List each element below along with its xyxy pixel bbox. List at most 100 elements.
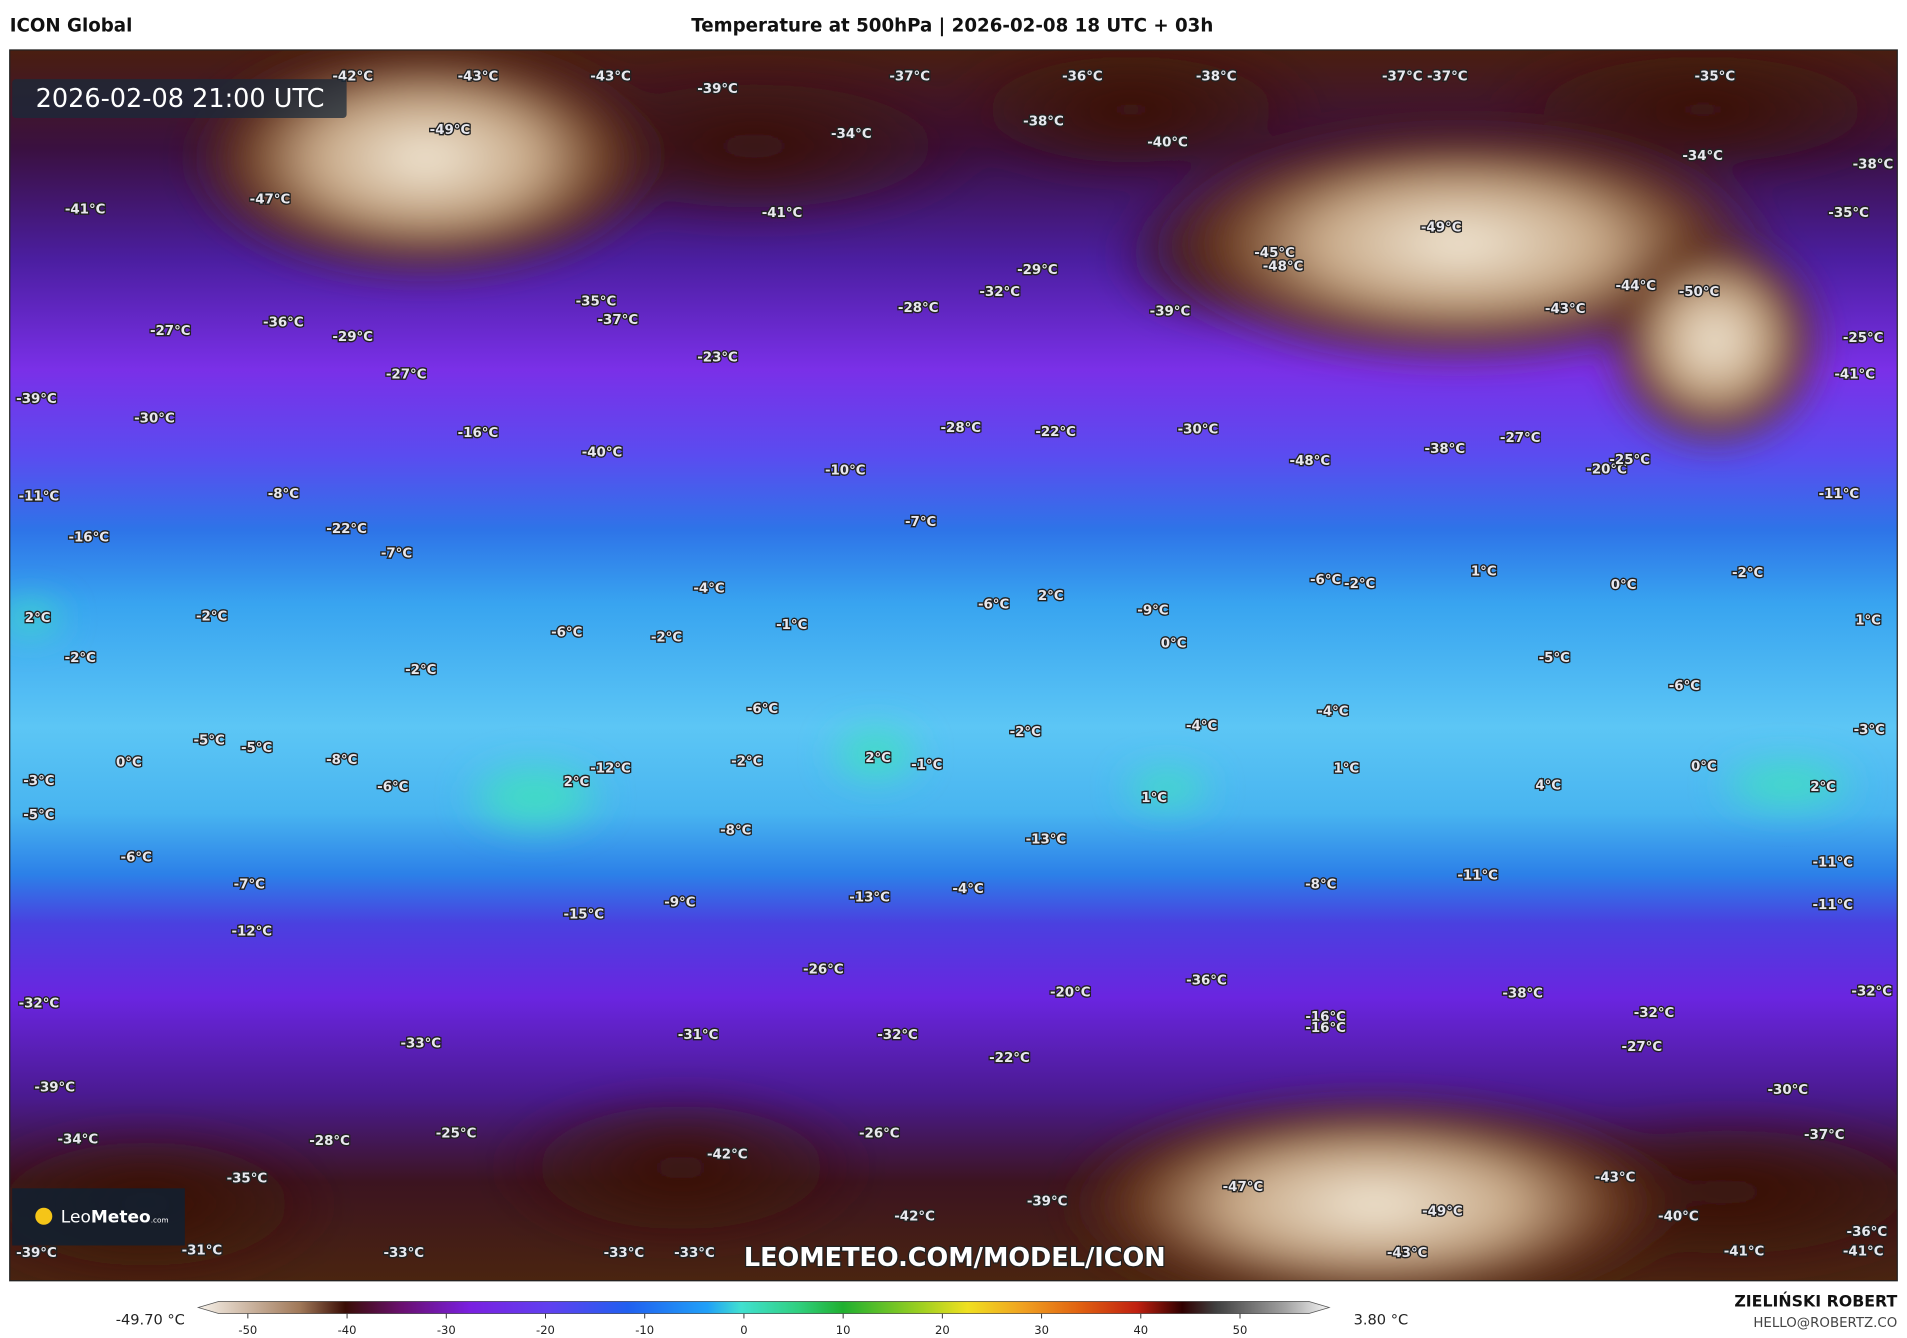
temperature-label: -1°C (776, 618, 807, 633)
temperature-label: -6°C (747, 702, 778, 717)
temperature-label: -6°C (121, 851, 152, 866)
temperature-label: -41°C (1843, 1245, 1884, 1260)
logo-suffix: .com (151, 1215, 169, 1224)
temperature-label: -33°C (674, 1246, 715, 1261)
temperature-label: -39°C (16, 392, 57, 407)
temperature-label: -2°C (405, 663, 436, 678)
temperature-label: -31°C (678, 1028, 719, 1043)
temperature-label: -10°C (825, 464, 866, 479)
temperature-label: -49°C (430, 123, 471, 138)
temperature-label: -35°C (1695, 70, 1736, 85)
temperature-label: -33°C (400, 1037, 441, 1052)
temperature-label: 2°C (1810, 780, 1836, 795)
temperature-label: -39°C (1027, 1195, 1068, 1210)
temperature-label: -43°C (458, 70, 499, 85)
temperature-label: -35°C (1828, 206, 1869, 221)
colorbar-tick-label: 50 (1233, 1323, 1248, 1337)
colorbar-tick-label: -20 (536, 1323, 555, 1337)
temperature-label: -39°C (1150, 304, 1191, 319)
temperature-label: -39°C (16, 1246, 57, 1261)
temperature-label: -4°C (693, 582, 724, 597)
temperature-label: -44°C (1615, 279, 1656, 294)
colorbar-tick-label: 0 (740, 1323, 747, 1337)
temperature-label: -26°C (859, 1127, 900, 1142)
temperature-label: 1°C (1141, 791, 1167, 806)
logo-name-bold: Meteo (91, 1207, 151, 1227)
temperature-label: -42°C (894, 1209, 935, 1224)
temperature-label: -30°C (134, 411, 175, 426)
temperature-label: -48°C (1290, 454, 1331, 469)
temperature-label: -22°C (989, 1051, 1030, 1066)
temperature-label: -38°C (1023, 115, 1064, 130)
temperature-label: -6°C (1310, 573, 1341, 588)
colorbar-tick-label: -10 (635, 1323, 654, 1337)
author: ZIELIŃSKI ROBERT (1734, 1291, 1897, 1310)
temperature-label: -42°C (707, 1147, 748, 1162)
temperature-label: -8°C (720, 824, 751, 839)
temperature-label: -33°C (383, 1246, 424, 1261)
temperature-label: -41°C (65, 202, 106, 217)
temperature-label: -6°C (978, 598, 1009, 613)
map-frame (9, 49, 1898, 1282)
temperature-label: -3°C (23, 774, 54, 789)
temperature-label: -34°C (58, 1133, 99, 1148)
temperature-label: -27°C (150, 324, 191, 339)
temperature-label: -37°C (1804, 1128, 1845, 1143)
temperature-label: -31°C (182, 1243, 223, 1258)
temperature-label: -7°C (234, 877, 265, 892)
temperature-label: -4°C (1186, 719, 1217, 734)
temperature-label: -4°C (952, 882, 983, 897)
temperature-label: -9°C (664, 896, 695, 911)
temperature-label: -43°C (1387, 1246, 1428, 1261)
temperature-label: -43°C (1595, 1170, 1636, 1185)
timestamp-box (12, 79, 347, 119)
colorbar-max: 3.80 °C (1354, 1312, 1409, 1329)
temperature-label: -22°C (326, 522, 367, 537)
colorbar-tick-label: 40 (1133, 1323, 1148, 1337)
temperature-label: -6°C (377, 780, 408, 795)
temperature-label: -8°C (1305, 877, 1336, 892)
temperature-label: 0°C (1161, 636, 1187, 651)
temperature-label: -45°C (1254, 246, 1295, 261)
watermark: LEOMETEO.COM/MODEL/ICON (744, 1243, 1166, 1273)
temperature-label: -7°C (905, 515, 936, 530)
temperature-label: 0°C (1611, 578, 1637, 593)
temperature-label: -16°C (1305, 1021, 1346, 1036)
temperature-label: -2°C (1732, 566, 1763, 581)
temperature-label: 2°C (25, 611, 51, 626)
temperature-label: -2°C (65, 651, 96, 666)
temperature-label: -40°C (1147, 135, 1188, 150)
temperature-label: -40°C (582, 446, 623, 461)
temperature-label: -13°C (849, 891, 890, 906)
temperature-label: -32°C (979, 285, 1020, 300)
temperature-label: -35°C (576, 295, 617, 310)
temperature-label: -37°C (1382, 70, 1423, 85)
temperature-label: -37°C (889, 70, 930, 85)
temperature-label: -5°C (23, 808, 54, 823)
temperature-label: -16°C (458, 426, 499, 441)
temperature-label: -28°C (898, 301, 939, 316)
temperature-label: -43°C (590, 70, 631, 85)
colorbar-tick-label: -30 (437, 1323, 456, 1337)
colorbar-ticks: -50 -40 -30 -20 -10 0 10 20 30 40 50 (238, 1313, 1248, 1337)
temperature-label: -29°C (1017, 263, 1058, 278)
temperature-label: -27°C (1622, 1040, 1663, 1055)
temperature-label: -36°C (1847, 1225, 1888, 1240)
temperature-label: -8°C (326, 753, 357, 768)
temperature-label: -40°C (1658, 1209, 1699, 1224)
temperature-label: 0°C (116, 756, 142, 771)
temperature-label: -30°C (1178, 422, 1219, 437)
temperature-label: -12°C (590, 762, 631, 777)
temperature-label: -11°C (1819, 487, 1860, 502)
temperature-label: -20°C (1050, 986, 1091, 1001)
temperature-label: 2°C (564, 775, 590, 790)
temperature-label: -41°C (1834, 368, 1875, 383)
temperature-label: -47°C (250, 193, 291, 208)
temperature-label: -2°C (731, 754, 762, 769)
temperature-label: -32°C (1851, 984, 1892, 999)
temperature-label: -20°C (1586, 463, 1627, 478)
temperature-labels: -42°C -43°C -43°C -39°C -37°C -36°C -38°C -37°C… (15, 68, 1895, 1262)
temperature-label: -33°C (604, 1246, 645, 1261)
colorbar-tick-label: 20 (935, 1323, 950, 1337)
